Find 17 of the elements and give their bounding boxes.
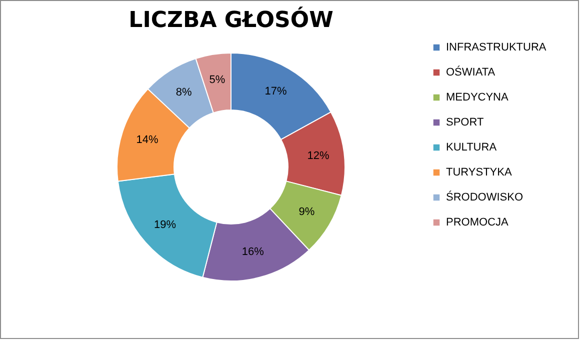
legend-label: TURYSTYKA bbox=[446, 166, 512, 178]
data-label: 5% bbox=[209, 74, 226, 86]
legend-label: PROMOCJA bbox=[446, 216, 509, 228]
legend-label: ŚRODOWISKO bbox=[446, 190, 524, 204]
legend-label: SPORT bbox=[446, 116, 484, 128]
chart-title: LICZBA GŁOSÓW bbox=[128, 6, 334, 33]
legend-label: OŚWIATA bbox=[446, 66, 496, 78]
legend-label: MEDYCYNA bbox=[446, 92, 510, 104]
data-label: 12% bbox=[307, 150, 330, 162]
legend-label: KULTURA bbox=[446, 142, 498, 154]
data-label: 16% bbox=[242, 246, 264, 258]
data-label: 9% bbox=[298, 206, 315, 218]
data-label: 14% bbox=[136, 134, 159, 146]
data-label: 17% bbox=[264, 85, 288, 98]
data-label: 8% bbox=[176, 86, 192, 99]
legend-label: INFRASTRUKTURA bbox=[446, 42, 547, 54]
data-label: 19% bbox=[154, 219, 176, 232]
